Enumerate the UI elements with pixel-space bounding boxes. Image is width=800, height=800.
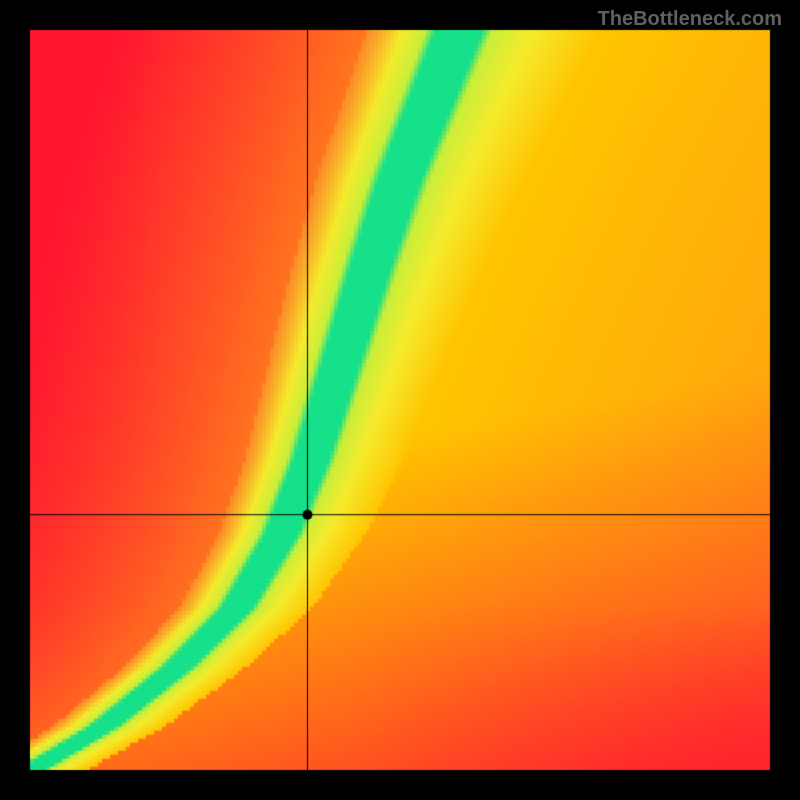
attribution-text: TheBottleneck.com bbox=[598, 8, 782, 31]
heatmap-chart bbox=[0, 0, 800, 800]
chart-container: TheBottleneck.com bbox=[0, 0, 800, 800]
